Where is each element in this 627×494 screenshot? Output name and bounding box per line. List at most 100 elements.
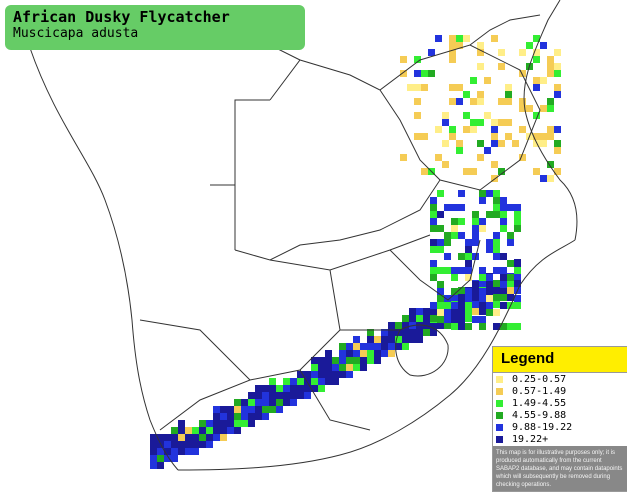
- south-coastline: [177, 239, 576, 471]
- occurrence-cell: [276, 406, 283, 413]
- occurrence-cell: [484, 112, 491, 119]
- occurrence-cell: [178, 420, 185, 427]
- occurrence-cell: [458, 190, 465, 197]
- occurrence-cell: [519, 126, 526, 133]
- occurrence-cell: [493, 323, 500, 330]
- occurrence-cell: [437, 302, 444, 309]
- occurrence-cell: [519, 154, 526, 161]
- occurrence-cell: [479, 267, 486, 274]
- occurrence-cell: [325, 378, 332, 385]
- occurrence-cell: [199, 434, 206, 441]
- occurrence-cell: [234, 420, 241, 427]
- occurrence-cell: [449, 42, 456, 49]
- occurrence-cell: [526, 42, 533, 49]
- occurrence-cell: [479, 197, 486, 204]
- occurrence-cell: [500, 204, 507, 211]
- occurrence-cell: [388, 329, 395, 336]
- occurrence-cell: [360, 343, 367, 350]
- occurrence-cell: [346, 343, 353, 350]
- occurrence-cell: [465, 246, 472, 253]
- occurrence-cell: [437, 322, 444, 329]
- occurrence-cell: [472, 211, 479, 218]
- occurrence-cell: [346, 357, 353, 364]
- occurrence-cell: [430, 323, 437, 330]
- occurrence-cell: [507, 239, 514, 246]
- occurrence-cell: [458, 323, 465, 330]
- occurrence-cell: [311, 357, 318, 364]
- occurrence-cell: [255, 406, 262, 413]
- legend-header: Legend: [493, 347, 627, 373]
- occurrence-cell: [540, 140, 547, 147]
- occurrence-cell: [402, 336, 409, 343]
- occurrence-cell: [339, 343, 346, 350]
- occurrence-cell: [248, 413, 255, 420]
- legend-swatch: [496, 411, 503, 419]
- occurrence-cell: [444, 253, 451, 260]
- occurrence-cell: [458, 204, 465, 211]
- occurrence-cell: [269, 406, 276, 413]
- occurrence-cell: [353, 343, 360, 350]
- occurrence-cell: [241, 406, 248, 413]
- occurrence-cell: [185, 434, 192, 441]
- occurrence-cell: [470, 126, 477, 133]
- occurrence-cell: [472, 239, 479, 246]
- occurrence-cell: [430, 302, 437, 309]
- occurrence-cell: [346, 364, 353, 371]
- occurrence-cell: [304, 392, 311, 399]
- occurrence-cell: [484, 147, 491, 154]
- occurrence-cell: [150, 448, 157, 455]
- occurrence-cell: [199, 427, 206, 434]
- occurrence-cell: [554, 140, 561, 147]
- occurrence-cell: [346, 350, 353, 357]
- occurrence-cell: [297, 392, 304, 399]
- occurrence-cell: [213, 406, 220, 413]
- occurrence-cell: [479, 316, 486, 323]
- occurrence-cell: [493, 267, 500, 274]
- occurrence-cell: [479, 301, 486, 308]
- occurrence-cell: [514, 259, 521, 266]
- occurrence-cell: [458, 287, 465, 294]
- occurrence-cell: [470, 119, 477, 126]
- occurrence-cell: [500, 273, 507, 280]
- occurrence-cell: [491, 133, 498, 140]
- occurrence-cell: [444, 309, 451, 316]
- occurrence-cell: [318, 385, 325, 392]
- occurrence-cell: [276, 392, 283, 399]
- occurrence-cell: [283, 378, 290, 385]
- occurrence-cell: [554, 84, 561, 91]
- occurrence-cell: [248, 399, 255, 406]
- occurrence-cell: [554, 49, 561, 56]
- occurrence-cell: [157, 455, 164, 462]
- occurrence-cell: [477, 42, 484, 49]
- occurrence-cell: [255, 392, 262, 399]
- occurrence-cell: [332, 364, 339, 371]
- legend-label: 0.57-1.49: [512, 386, 567, 397]
- occurrence-cell: [414, 112, 421, 119]
- occurrence-cell: [395, 336, 402, 343]
- occurrence-cell: [498, 49, 505, 56]
- occurrence-cell: [456, 98, 463, 105]
- occurrence-cell: [472, 218, 479, 225]
- occurrence-cell: [423, 308, 430, 315]
- occurrence-cell: [206, 434, 213, 441]
- occurrence-cell: [449, 35, 456, 42]
- occurrence-cell: [430, 239, 437, 246]
- occurrence-cell: [477, 63, 484, 70]
- occurrence-cell: [451, 225, 458, 232]
- occurrence-cell: [444, 239, 451, 246]
- occurrence-cell: [479, 323, 486, 330]
- occurrence-cell: [547, 133, 554, 140]
- occurrence-cell: [332, 378, 339, 385]
- occurrence-cell: [451, 302, 458, 309]
- occurrence-cell: [507, 204, 514, 211]
- occurrence-cell: [540, 105, 547, 112]
- occurrence-cell: [367, 357, 374, 364]
- occurrence-cell: [241, 420, 248, 427]
- occurrence-cell: [416, 315, 423, 322]
- occurrence-cell: [388, 322, 395, 329]
- occurrence-cell: [465, 323, 472, 330]
- occurrence-cell: [519, 70, 526, 77]
- occurrence-cell: [374, 357, 381, 364]
- occurrence-cell: [227, 406, 234, 413]
- occurrence-cell: [157, 462, 164, 469]
